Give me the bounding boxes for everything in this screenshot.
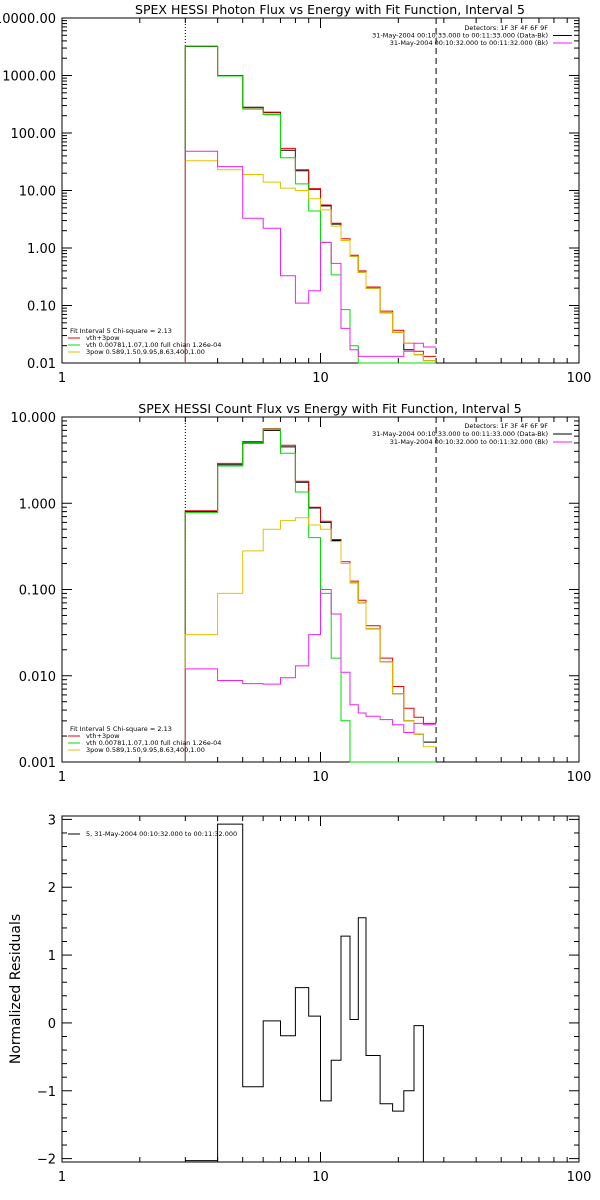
y-tick-label: 1 bbox=[48, 949, 56, 964]
y-tick-label: 3 bbox=[48, 813, 56, 828]
y-tick-label: 100.00 bbox=[11, 127, 57, 142]
legend-line: Fit Interval 5 Chi-square = 2.13 bbox=[70, 327, 172, 335]
legend-line: 5, 31-May-2004 00:10:32.000 to 00:11:32.… bbox=[86, 830, 237, 838]
y-tick-label: 0.01 bbox=[27, 357, 56, 372]
x-tick-label: 10 bbox=[312, 1170, 329, 1185]
series-line bbox=[185, 823, 437, 1163]
y-tick-label: 10000.00 bbox=[0, 12, 56, 27]
series-line bbox=[184, 45, 437, 363]
legend-line: 3pow 0.589,1.50,9.95,8.63,400,1.00 bbox=[86, 348, 205, 356]
y-tick-label: 10.00 bbox=[19, 185, 56, 200]
y-tick-label: 2 bbox=[48, 881, 56, 896]
x-tick-label: 10 bbox=[312, 770, 329, 785]
y-tick-label: 0 bbox=[48, 1017, 56, 1032]
x-tick-label: 100 bbox=[567, 770, 592, 785]
y-axis-label: Normalized Residuals bbox=[8, 914, 24, 1064]
legend-line: 31-May-2004 00:10:32.000 to 00:11:32.000… bbox=[390, 39, 548, 47]
legend-fit: Fit Interval 5 Chi-square = 2.13 vth+3po… bbox=[68, 327, 221, 356]
y-tick-label: 0.010 bbox=[19, 670, 56, 685]
series-line bbox=[184, 45, 437, 364]
y-tick-label: 0.10 bbox=[27, 300, 56, 315]
legend-line: vth+3pow bbox=[86, 732, 120, 740]
legend-line: Detectors: 1F 3F 4F 6F 9F bbox=[464, 422, 548, 430]
legend-top: 5, 31-May-2004 00:10:32.000 to 00:11:32.… bbox=[68, 830, 237, 838]
series-line bbox=[184, 428, 437, 762]
legend-line: vth+3pow bbox=[86, 334, 120, 342]
y-tick-label: 0.100 bbox=[19, 584, 56, 599]
legend-line: 31-May-2004 00:10:33.000 to 00:11:33.000… bbox=[372, 32, 548, 40]
legend-line: vth 0.00781,1.07,1.00 full chian 1.26e-0… bbox=[86, 739, 221, 747]
legend-line: Fit Interval 5 Chi-square = 2.13 bbox=[70, 725, 172, 733]
legend-line: Detectors: 1F 3F 4F 6F 9F bbox=[464, 24, 548, 32]
y-tick-label: −1 bbox=[37, 1085, 56, 1100]
x-tick-label: 1 bbox=[58, 1170, 66, 1185]
y-tick-label: 1000.00 bbox=[2, 70, 56, 85]
plot-frame bbox=[61, 815, 580, 1163]
x-tick-label: 100 bbox=[567, 1170, 592, 1185]
legend-top: Detectors: 1F 3F 4F 6F 9F 31-May-2004 00… bbox=[372, 24, 572, 47]
x-tick-label: 1 bbox=[58, 371, 66, 386]
legend-line: vth 0.00781,1.07,1.00 full chian 1.26e-0… bbox=[86, 341, 221, 349]
y-tick-label: 1.000 bbox=[19, 497, 56, 512]
series-line bbox=[184, 517, 437, 762]
chart-title: SPEX HESSI Photon Flux vs Energy with Fi… bbox=[135, 2, 525, 17]
series-line bbox=[184, 160, 437, 363]
count-flux-panel: SPEX HESSI Count Flux vs Energy with Fit… bbox=[11, 401, 592, 785]
y-tick-label: 0.001 bbox=[19, 756, 56, 771]
y-tick-label: 1.00 bbox=[27, 242, 56, 257]
series-line bbox=[184, 46, 437, 363]
series-line bbox=[184, 589, 437, 762]
photon-flux-panel: SPEX HESSI Photon Flux vs Energy with Fi… bbox=[0, 2, 591, 386]
chart-title: SPEX HESSI Count Flux vs Energy with Fit… bbox=[138, 401, 521, 416]
series-line bbox=[184, 150, 437, 363]
x-tick-label: 100 bbox=[567, 371, 592, 386]
legend-line: 31-May-2004 00:10:33.000 to 00:11:33.000… bbox=[372, 430, 548, 438]
y-tick-label: −2 bbox=[37, 1153, 56, 1168]
legend-fit: Fit Interval 5 Chi-square = 2.13 vth+3po… bbox=[68, 725, 221, 754]
y-tick-label: 10.000 bbox=[11, 411, 57, 426]
legend-line: 3pow 0.589,1.50,9.95,8.63,400,1.00 bbox=[86, 746, 205, 754]
legend-line: 31-May-2004 00:10:32.000 to 00:11:32.000… bbox=[390, 438, 548, 446]
residuals-panel: Normalized Residuals 1 10 100 −2 −1 0 1 2 3 5, 3… bbox=[8, 813, 591, 1185]
x-tick-label: 1 bbox=[58, 770, 66, 785]
legend-top: Detectors: 1F 3F 4F 6F 9F 31-May-2004 00… bbox=[372, 422, 572, 446]
x-tick-label: 10 bbox=[312, 371, 329, 386]
series-line bbox=[184, 428, 437, 763]
series-line bbox=[184, 429, 437, 762]
